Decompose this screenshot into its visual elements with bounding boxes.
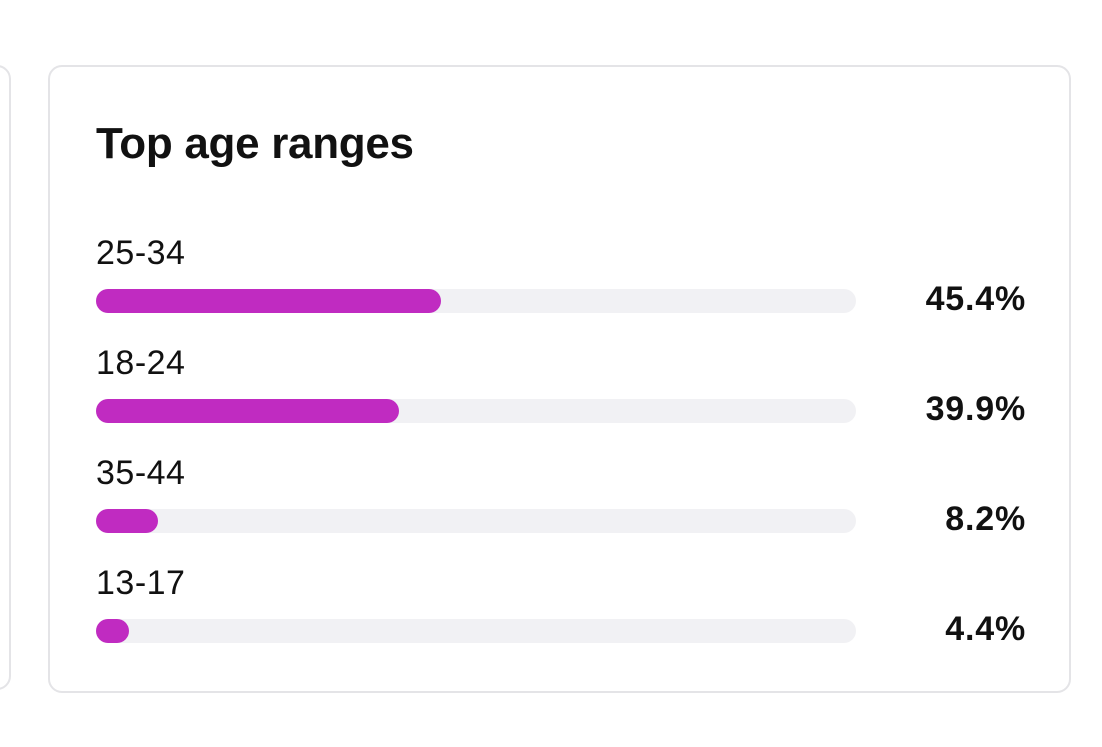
progress-track — [96, 509, 856, 533]
card-title: Top age ranges — [96, 119, 414, 168]
progress-fill — [96, 289, 442, 313]
age-range-row: 25-34 45.4% — [96, 231, 1026, 341]
age-range-label: 25-34 — [96, 234, 186, 272]
age-range-label: 18-24 — [96, 344, 186, 382]
age-ranges-card: Top age ranges 25-34 45.4% 18-24 39.9% 3… — [48, 65, 1071, 693]
age-range-label: 35-44 — [96, 454, 186, 492]
age-range-row: 13-17 4.4% — [96, 561, 1026, 671]
progress-fill — [96, 399, 400, 423]
progress-track — [96, 289, 856, 313]
previous-card-edge — [0, 65, 11, 690]
age-range-label: 13-17 — [96, 564, 186, 602]
age-range-row: 18-24 39.9% — [96, 341, 1026, 451]
progress-fill — [96, 619, 130, 643]
progress-fill — [96, 509, 159, 533]
age-range-percent: 39.9% — [925, 390, 1026, 428]
age-range-percent: 8.2% — [945, 500, 1026, 538]
progress-track — [96, 619, 856, 643]
age-range-row: 35-44 8.2% — [96, 451, 1026, 561]
age-range-percent: 4.4% — [945, 610, 1026, 648]
progress-track — [96, 399, 856, 423]
age-range-percent: 45.4% — [925, 280, 1026, 318]
age-range-list: 25-34 45.4% 18-24 39.9% 35-44 8.2% — [96, 231, 1026, 671]
